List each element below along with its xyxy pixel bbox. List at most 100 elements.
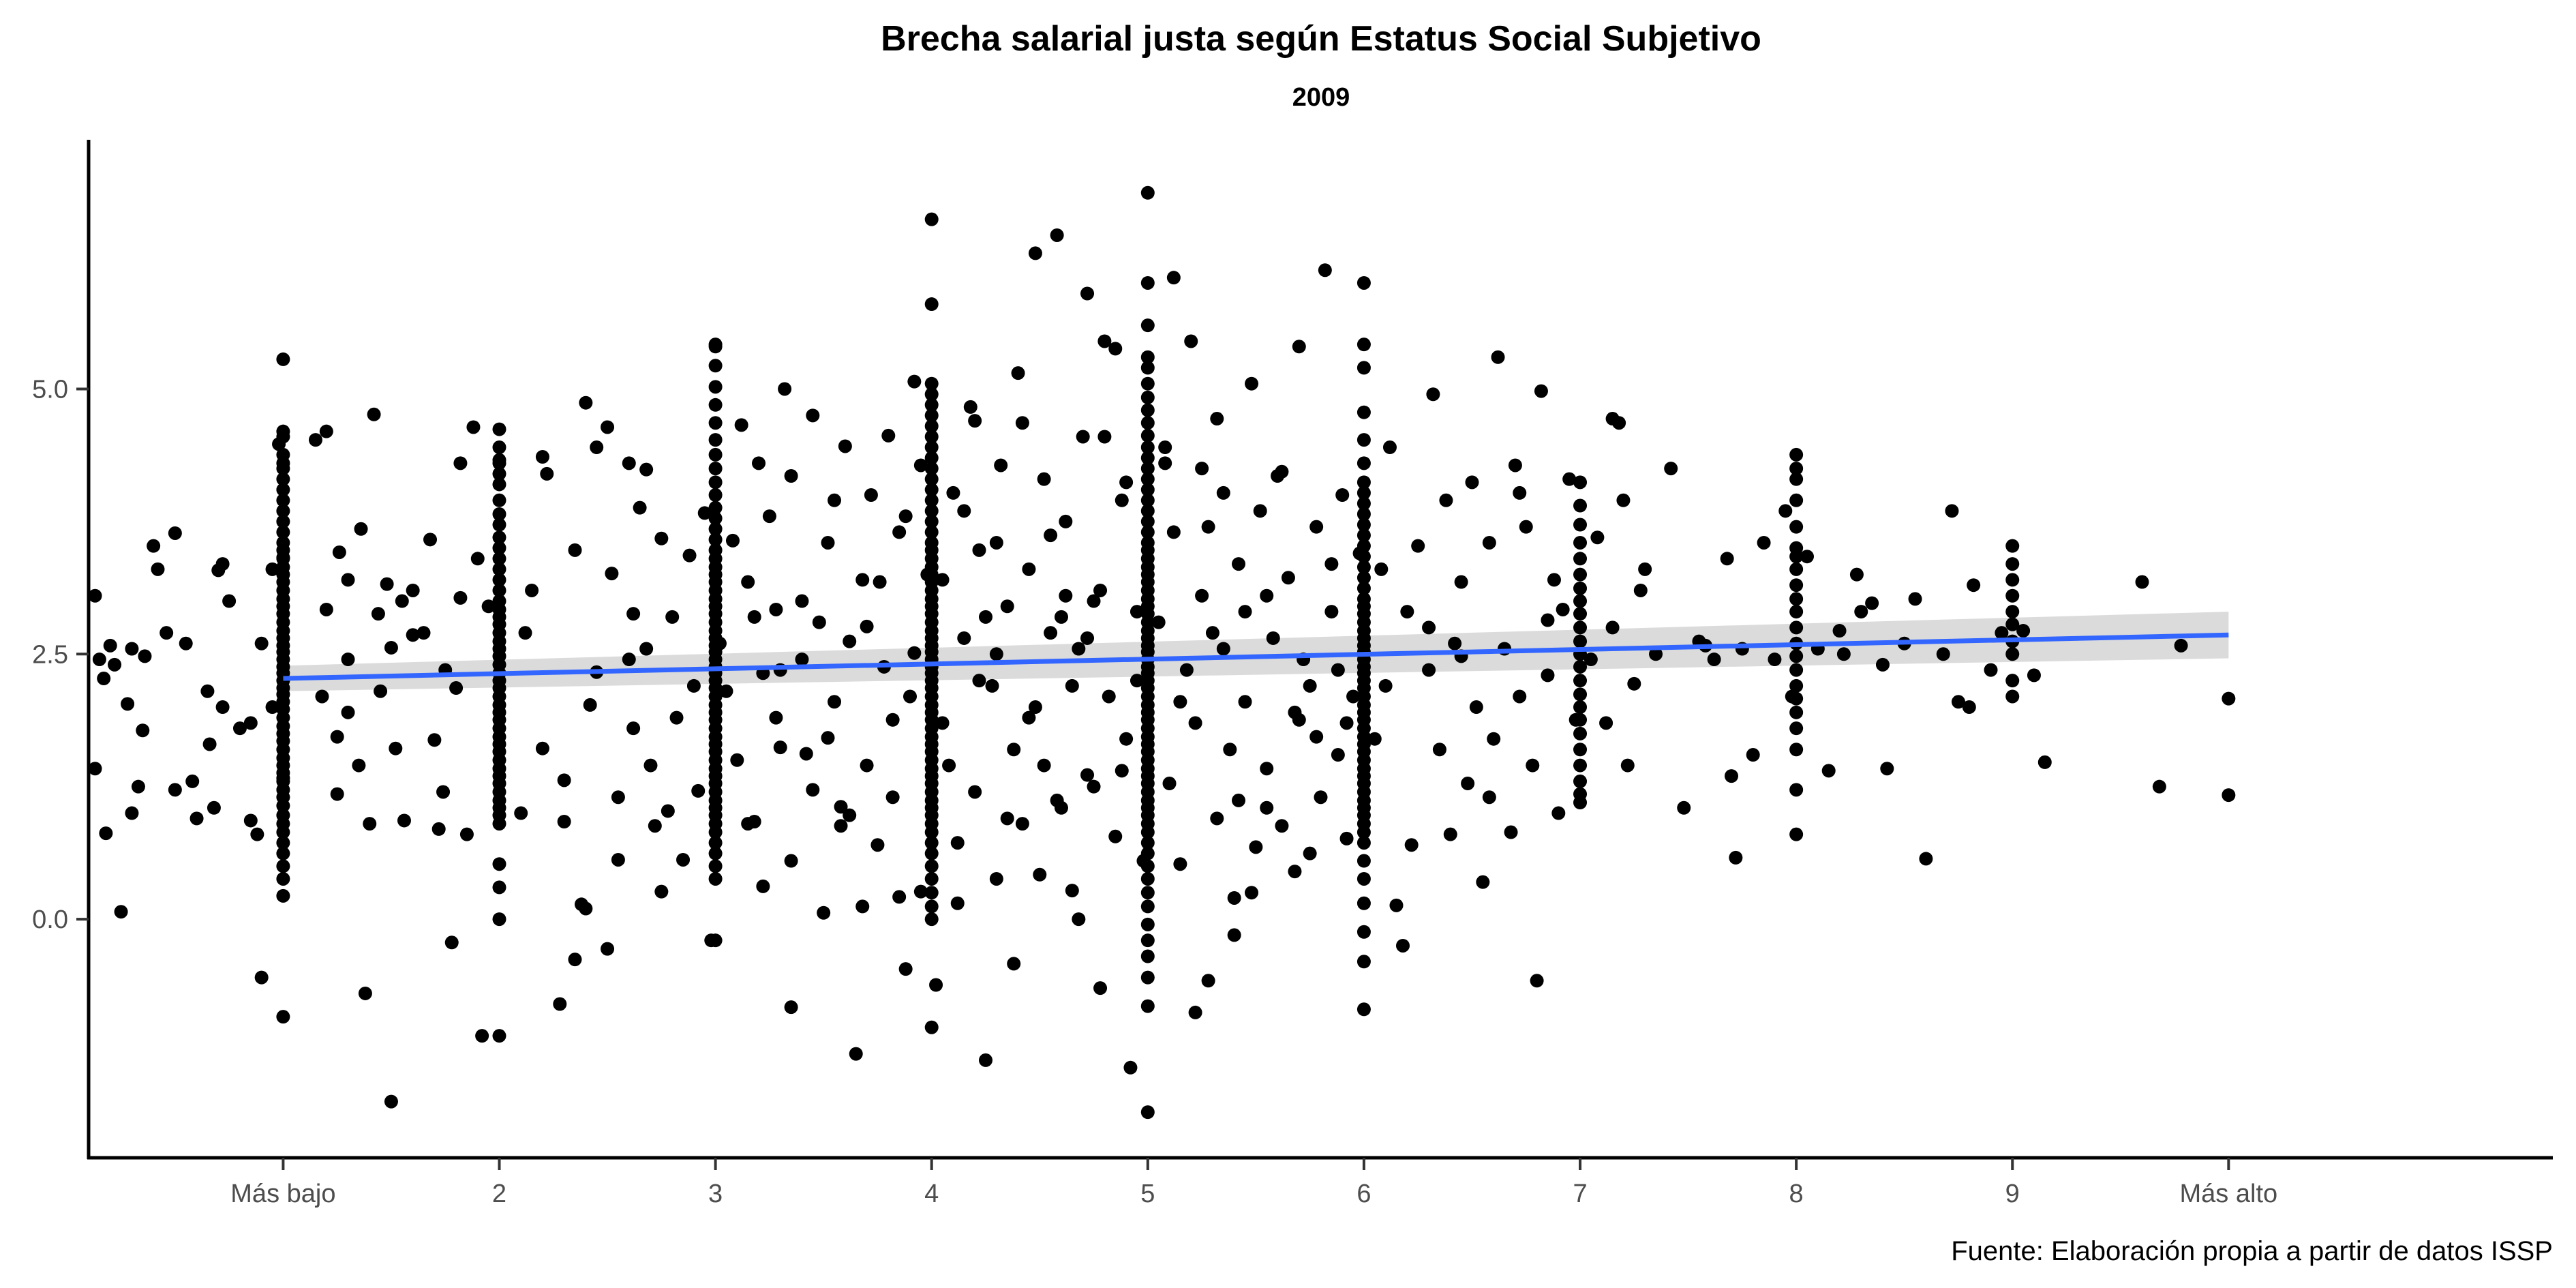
data-point bbox=[1573, 475, 1588, 490]
data-point bbox=[1789, 493, 1804, 507]
data-point bbox=[843, 808, 857, 822]
data-point bbox=[1504, 825, 1518, 839]
chart-subtitle: 2009 bbox=[1292, 83, 1350, 112]
data-point bbox=[1210, 811, 1224, 826]
data-point bbox=[1033, 867, 1047, 882]
data-point bbox=[1140, 403, 1155, 417]
data-point bbox=[99, 826, 113, 841]
data-point bbox=[873, 575, 887, 589]
data-point bbox=[708, 447, 723, 462]
data-point bbox=[1357, 405, 1371, 419]
data-point bbox=[108, 657, 122, 672]
data-point bbox=[1339, 831, 1354, 845]
data-point bbox=[1087, 594, 1101, 608]
data-point bbox=[114, 905, 128, 919]
data-point bbox=[929, 978, 943, 992]
data-point bbox=[254, 970, 269, 985]
data-point bbox=[1076, 430, 1090, 444]
data-point bbox=[1573, 674, 1588, 688]
data-point bbox=[828, 695, 842, 709]
data-point bbox=[1140, 949, 1155, 963]
data-point bbox=[1573, 552, 1588, 566]
data-point bbox=[708, 859, 723, 873]
data-point bbox=[492, 573, 506, 587]
data-point bbox=[1140, 318, 1155, 333]
data-point bbox=[708, 933, 723, 948]
data-point bbox=[950, 836, 965, 850]
data-point bbox=[1080, 631, 1095, 645]
data-point bbox=[817, 905, 831, 920]
data-point bbox=[1573, 743, 1588, 757]
data-point bbox=[654, 531, 669, 545]
data-point bbox=[942, 758, 956, 773]
data-point bbox=[453, 456, 468, 470]
data-point bbox=[354, 522, 368, 536]
data-point bbox=[2005, 573, 2020, 587]
data-point bbox=[2037, 755, 2052, 769]
data-point bbox=[1140, 350, 1155, 364]
data-point bbox=[1562, 472, 1577, 486]
data-point bbox=[1184, 334, 1198, 348]
data-point bbox=[1789, 743, 1804, 757]
data-point bbox=[978, 1053, 992, 1067]
data-point bbox=[1115, 764, 1129, 778]
data-point bbox=[250, 827, 264, 841]
data-point bbox=[1232, 793, 1245, 807]
data-point bbox=[265, 700, 279, 715]
data-point bbox=[686, 678, 701, 693]
x-tick-label: 8 bbox=[1789, 1180, 1804, 1208]
data-point bbox=[708, 533, 723, 547]
data-point bbox=[190, 811, 204, 826]
data-point bbox=[147, 539, 161, 553]
data-point bbox=[265, 562, 279, 576]
data-point bbox=[708, 825, 723, 839]
data-point bbox=[1967, 578, 1981, 593]
data-point bbox=[2135, 575, 2149, 589]
data-point bbox=[838, 439, 852, 453]
data-point bbox=[924, 451, 939, 465]
data-point bbox=[1664, 462, 1678, 476]
data-point bbox=[1789, 520, 1804, 534]
data-point bbox=[535, 450, 549, 464]
data-point bbox=[682, 548, 697, 563]
data-point bbox=[1411, 539, 1425, 553]
data-point bbox=[1072, 912, 1086, 927]
data-point bbox=[1357, 485, 1371, 500]
data-point bbox=[1382, 440, 1397, 455]
data-point bbox=[384, 1094, 398, 1109]
data-point bbox=[1638, 562, 1652, 576]
data-point bbox=[661, 804, 675, 818]
data-point bbox=[92, 653, 106, 667]
data-point bbox=[1849, 567, 1864, 582]
data-point bbox=[1573, 498, 1588, 513]
data-point bbox=[276, 525, 290, 539]
data-point bbox=[1140, 361, 1155, 375]
data-point bbox=[1357, 560, 1371, 574]
data-point bbox=[1173, 857, 1187, 871]
data-point bbox=[892, 525, 907, 539]
data-point bbox=[492, 518, 506, 532]
data-point bbox=[978, 610, 992, 624]
data-point bbox=[1022, 710, 1036, 725]
data-point bbox=[1357, 518, 1371, 532]
data-point bbox=[898, 962, 913, 976]
data-point bbox=[492, 817, 506, 831]
data-point bbox=[397, 813, 411, 828]
data-point bbox=[352, 758, 366, 773]
data-point bbox=[1266, 631, 1280, 645]
data-point bbox=[1223, 743, 1237, 757]
data-point bbox=[1465, 475, 1479, 490]
data-point bbox=[708, 871, 723, 886]
data-point bbox=[913, 458, 928, 473]
data-point bbox=[1245, 886, 1259, 900]
data-point bbox=[1011, 366, 1025, 380]
data-point bbox=[924, 440, 939, 455]
data-point bbox=[708, 522, 723, 536]
data-point bbox=[1461, 777, 1475, 791]
chart-caption: Fuente: Elaboración propia a partir de d… bbox=[1951, 1236, 2553, 1266]
data-point bbox=[2027, 668, 2041, 683]
data-point bbox=[1789, 550, 1804, 564]
data-point bbox=[276, 888, 290, 903]
data-point bbox=[1573, 774, 1588, 788]
data-point bbox=[1357, 496, 1371, 511]
